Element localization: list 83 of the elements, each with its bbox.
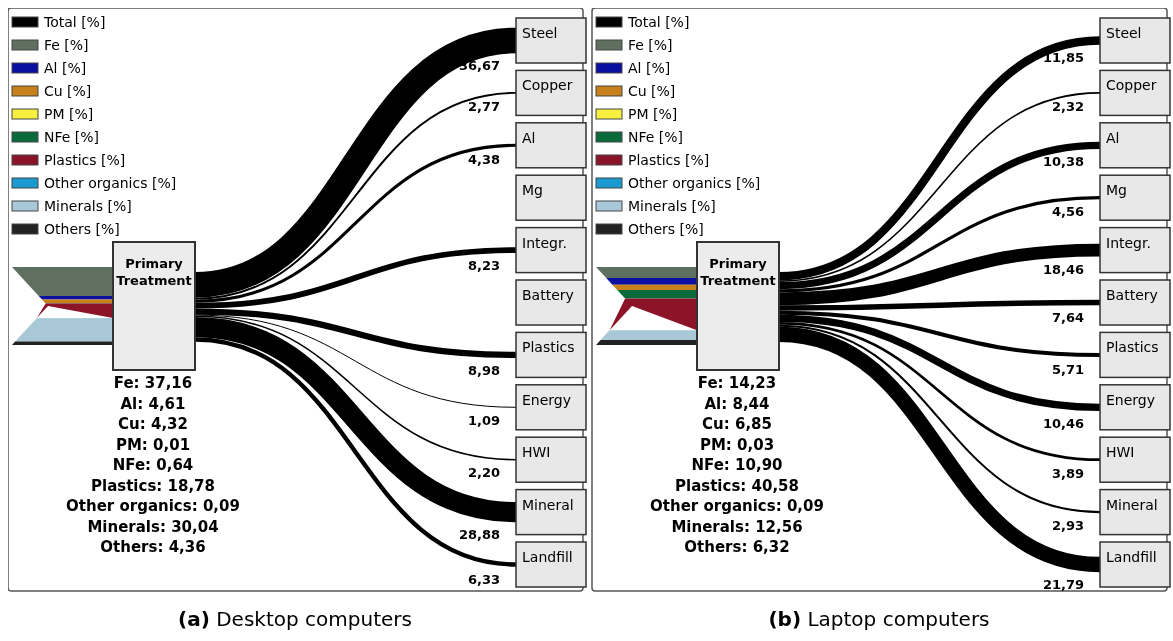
legend-label: Total [%] bbox=[43, 14, 106, 30]
legend-label: Al [%] bbox=[628, 60, 671, 76]
category-label: Steel bbox=[1106, 25, 1142, 41]
category-label: Primary Treatment bbox=[700, 256, 776, 288]
data-label: Cu: 4,32 bbox=[118, 415, 188, 433]
legend-label: Plastics [%] bbox=[44, 152, 126, 168]
legend-label: Fe [%] bbox=[628, 37, 673, 53]
legend-label: Plastics [%] bbox=[628, 152, 710, 168]
data-label: NFe: 10,90 bbox=[691, 456, 783, 474]
data-label: NFe: 0,64 bbox=[112, 456, 194, 474]
category-label: Battery bbox=[1106, 287, 1158, 303]
category-label: Copper bbox=[1106, 77, 1157, 94]
data-label: Plastics: 40,58 bbox=[675, 476, 799, 495]
legend-label: Other organics [%] bbox=[628, 175, 761, 191]
category-label: Energy bbox=[1106, 391, 1156, 408]
category-label: Mg bbox=[522, 182, 543, 199]
category-label: Primary Treatment bbox=[116, 256, 192, 288]
legend-label: Cu [%] bbox=[628, 83, 676, 99]
legend-label: NFe [%] bbox=[628, 129, 684, 145]
category-label: Landfill bbox=[522, 549, 573, 565]
data-label: 2,93 bbox=[1051, 518, 1084, 534]
legend-label: Others [%] bbox=[44, 221, 120, 237]
legend-label: Other organics [%] bbox=[44, 175, 177, 191]
data-label: Plastics: 18,78 bbox=[91, 476, 215, 495]
category-label: Integr. bbox=[1106, 234, 1151, 251]
category-label: Battery bbox=[522, 287, 574, 303]
category-label: Al bbox=[522, 129, 536, 146]
data-label: Other organics: 0,09 bbox=[66, 497, 240, 515]
legend-label: NFe [%] bbox=[44, 129, 100, 145]
legend-label: Total [%] bbox=[627, 14, 690, 30]
data-label: 4,38 bbox=[467, 151, 500, 167]
data-label: Minerals: 30,04 bbox=[87, 517, 219, 536]
category-label: Landfill bbox=[1106, 549, 1157, 565]
data-label: Other organics: 0,09 bbox=[650, 497, 824, 515]
legend-label: PM [%] bbox=[628, 106, 678, 122]
legend-label: PM [%] bbox=[44, 106, 94, 122]
category-label: Energy bbox=[522, 391, 572, 408]
data-label: 7,64 bbox=[1051, 310, 1084, 326]
data-label: 18,46 bbox=[1042, 261, 1084, 277]
category-label: Plastics bbox=[522, 339, 575, 356]
data-label: Al: 4,61 bbox=[120, 394, 186, 413]
category-label: HWI bbox=[522, 444, 551, 461]
data-label: 11,85 bbox=[1042, 49, 1084, 65]
data-label: 21,79 bbox=[1042, 577, 1084, 593]
legend-label: Others [%] bbox=[628, 221, 704, 237]
legend-label: Fe [%] bbox=[44, 37, 89, 53]
data-label: PM: 0,03 bbox=[699, 435, 775, 454]
data-label: 10,46 bbox=[1042, 415, 1084, 431]
data-label: 8,23 bbox=[467, 257, 500, 273]
data-label: Others: 6,32 bbox=[684, 538, 790, 556]
category-label: Mineral bbox=[522, 496, 574, 513]
data-label: 6,33 bbox=[467, 571, 500, 587]
legend-label: Minerals [%] bbox=[44, 198, 132, 214]
data-label: 28,88 bbox=[458, 527, 500, 543]
data-label: PM: 0,01 bbox=[115, 435, 191, 454]
data-label: 1,09 bbox=[467, 412, 500, 428]
data-label: 2,32 bbox=[1051, 98, 1084, 114]
text: (b) Laptop computers bbox=[768, 607, 990, 631]
category-label: Al bbox=[1106, 129, 1120, 146]
category-label: Steel bbox=[522, 25, 558, 41]
category-label: Mg bbox=[1106, 182, 1127, 199]
data-label: 4,56 bbox=[1051, 204, 1084, 220]
data-label: Fe: 14,23 bbox=[697, 374, 777, 392]
data-label: Fe: 37,16 bbox=[113, 374, 193, 392]
legend-label: Cu [%] bbox=[44, 83, 92, 99]
data-label: 3,89 bbox=[1051, 466, 1084, 482]
data-label: 2,77 bbox=[467, 98, 500, 114]
data-label: 2,20 bbox=[467, 465, 500, 481]
data-label: Others: 4,36 bbox=[100, 538, 206, 556]
legend-label: Al [%] bbox=[44, 60, 87, 76]
category-label: HWI bbox=[1106, 444, 1135, 461]
category-label: Copper bbox=[522, 77, 573, 94]
category-label: Integr. bbox=[522, 234, 567, 251]
data-label: Minerals: 12,56 bbox=[671, 517, 803, 536]
data-label: Al: 8,44 bbox=[704, 394, 770, 413]
data-label: 8,98 bbox=[467, 363, 500, 379]
data-label: Cu: 6,85 bbox=[702, 415, 772, 433]
data-label: 5,71 bbox=[1051, 361, 1084, 377]
text: (a) Desktop computers bbox=[178, 607, 412, 631]
category-label: Mineral bbox=[1106, 496, 1158, 513]
category-label: Plastics bbox=[1106, 339, 1159, 356]
legend-label: Minerals [%] bbox=[628, 198, 716, 214]
data-label: 10,38 bbox=[1042, 153, 1084, 169]
